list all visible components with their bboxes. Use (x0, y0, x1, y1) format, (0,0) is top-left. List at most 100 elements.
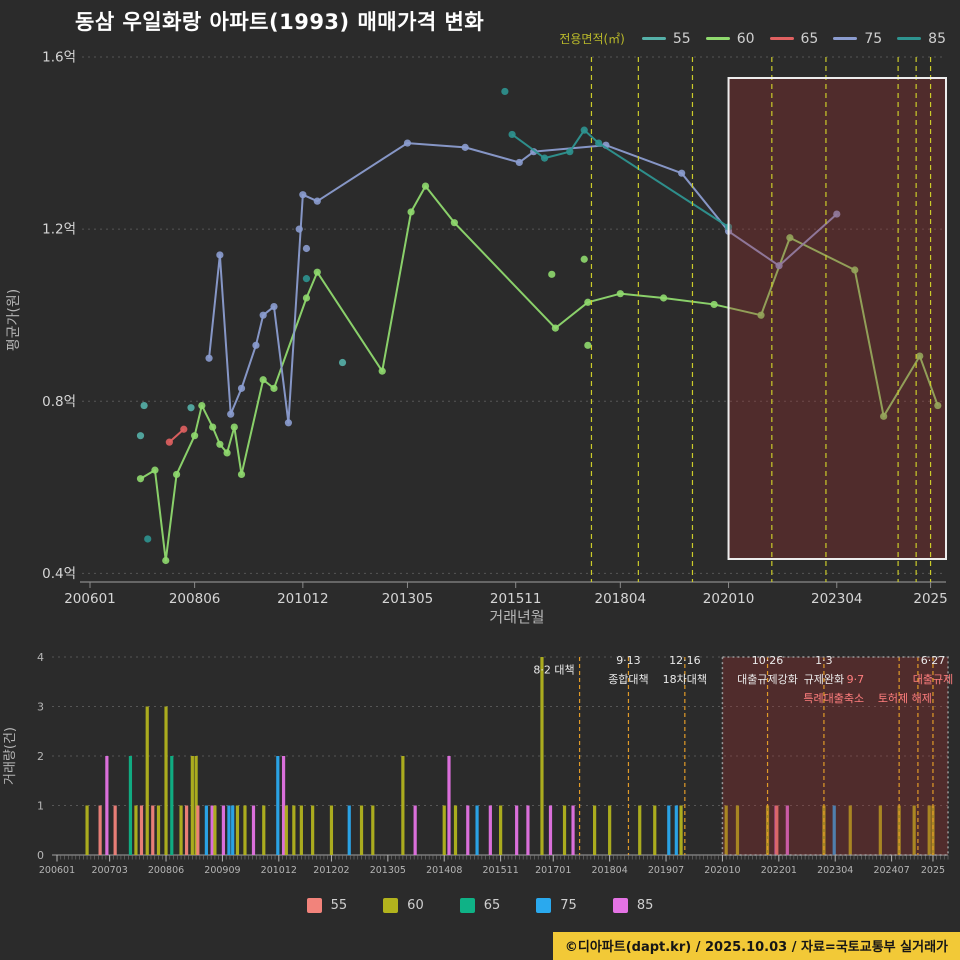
volume-bar-60[interactable] (608, 805, 612, 856)
volume-bar-60[interactable] (401, 756, 405, 855)
volume-bar-55[interactable] (775, 805, 779, 856)
volume-bar-60[interactable] (724, 805, 728, 856)
volume-bar-85[interactable] (548, 805, 553, 856)
volume-bar-60[interactable] (145, 706, 149, 856)
volume-bar-85[interactable] (488, 805, 492, 856)
volume-bar-60[interactable] (442, 805, 446, 856)
legend-square-swatch (536, 898, 552, 913)
price-line-chart[interactable]: 0.4억 0.8억 1.2억 1.6억 200601 200806 201012 201305… (0, 0, 960, 640)
volume-bar-60[interactable] (299, 805, 303, 856)
series-60[interactable] (136, 182, 942, 565)
volume-bar-85[interactable] (210, 805, 214, 856)
volume-bar-85[interactable] (515, 805, 519, 856)
data-point-75 (515, 158, 523, 167)
series-65[interactable] (165, 425, 188, 446)
volume-bar-75[interactable] (204, 805, 208, 856)
volume-bar-75[interactable] (832, 805, 836, 856)
data-point-75 (216, 251, 224, 259)
volume-bar-60[interactable] (638, 805, 642, 856)
volume-legend-item-85[interactable]: 85 (612, 898, 653, 913)
volume-bar-60[interactable] (329, 805, 334, 856)
volume-bar-60[interactable] (179, 805, 183, 856)
volume-bar-60[interactable] (164, 706, 168, 856)
area-legend-item-55[interactable]: 55 (641, 30, 691, 47)
volume-bar-85[interactable] (105, 756, 109, 855)
volume-bar-60[interactable] (593, 805, 597, 856)
volume-legend-item-75[interactable]: 75 (536, 898, 577, 913)
volume-bar-60[interactable] (653, 805, 657, 856)
volume-bar-60[interactable] (927, 805, 931, 856)
data-point-60 (302, 294, 311, 302)
volume-bar-60[interactable] (194, 756, 198, 855)
volume-bar-60[interactable] (243, 805, 247, 856)
volume-bar-85[interactable] (447, 756, 451, 855)
volume-bar-60[interactable] (765, 805, 770, 856)
volume-bar-60[interactable] (262, 805, 266, 856)
volume-bar-60[interactable] (499, 805, 503, 856)
x-tick-label: 201907 (648, 865, 684, 876)
volume-bar-55[interactable] (98, 805, 102, 856)
series-75[interactable] (205, 139, 841, 427)
volume-bar-60[interactable] (848, 805, 852, 856)
volume-bar-60[interactable] (292, 805, 296, 856)
volume-bar-60[interactable] (822, 805, 826, 856)
volume-bar-85[interactable] (221, 805, 226, 856)
volume-bar-55[interactable] (113, 805, 117, 856)
data-point-75 (313, 197, 321, 205)
volume-bar-75[interactable] (231, 805, 235, 856)
volume-bar-60[interactable] (878, 805, 882, 856)
volume-bar-chart[interactable]: 0 1 2 3 4 200601 200703 200806 200909 201012 20120… (0, 640, 960, 890)
volume-bar-75[interactable] (475, 805, 479, 856)
volume-bar-60[interactable] (912, 805, 916, 856)
legend-label: 65 (483, 898, 501, 913)
volume-bar-60[interactable] (311, 805, 315, 856)
volume-bar-75[interactable] (276, 756, 280, 855)
volume-bar-60[interactable] (897, 805, 901, 856)
volume-bar-60[interactable] (134, 805, 138, 856)
volume-bar-55[interactable] (151, 805, 155, 856)
volume-bar-65[interactable] (170, 756, 174, 855)
volume-bar-60[interactable] (735, 805, 740, 856)
area-legend-item-85[interactable]: 85 (897, 31, 946, 47)
volume-bar-60[interactable] (359, 805, 364, 856)
volume-bar-75[interactable] (674, 805, 678, 856)
volume-bar-85[interactable] (281, 756, 286, 855)
volume-bar-85[interactable] (526, 805, 530, 856)
volume-bar-60[interactable] (562, 805, 567, 856)
volume-bar-85[interactable] (413, 805, 417, 856)
volume-bar-60[interactable] (235, 805, 240, 856)
series-85[interactable] (144, 87, 733, 543)
volume-bar-60[interactable] (284, 805, 288, 856)
volume-bar-60[interactable] (931, 805, 935, 856)
y-tick-label: 0.4억 (42, 566, 76, 582)
volume-bar-85[interactable] (785, 805, 789, 856)
area-legend: 전용면적(㎡) 55 60 65 75 85 (559, 30, 946, 47)
volume-legend-item-65[interactable]: 65 (459, 898, 501, 913)
volume-bar-75[interactable] (667, 805, 671, 856)
volume-bar-60[interactable] (371, 805, 375, 856)
legend-label: 55 (672, 30, 691, 47)
volume-bar-60[interactable] (156, 805, 161, 856)
volume-bar-65[interactable] (128, 756, 133, 855)
volume-bar-85[interactable] (251, 805, 256, 856)
volume-bar-60[interactable] (190, 756, 194, 855)
volume-bar-60[interactable] (213, 805, 217, 856)
volume-bar-75[interactable] (347, 805, 351, 856)
series-55[interactable] (136, 358, 347, 440)
volume-legend-item-60[interactable]: 60 (383, 898, 424, 913)
x-tick-label: 202304 (811, 591, 863, 607)
volume-bar-85[interactable] (466, 805, 470, 856)
volume-bar-85[interactable] (571, 805, 575, 856)
area-legend-item-65[interactable]: 65 (769, 31, 818, 47)
volume-bar-60[interactable] (679, 805, 683, 856)
volume-bar-60[interactable] (453, 805, 458, 856)
volume-bar-60[interactable] (540, 657, 544, 855)
volume-bar-55[interactable] (184, 805, 189, 856)
volume-bar-55[interactable] (139, 805, 144, 856)
volume-bar-75[interactable] (227, 805, 231, 856)
volume-bar-60[interactable] (85, 805, 89, 856)
area-legend-item-60[interactable]: 60 (705, 31, 755, 47)
area-legend-item-75[interactable]: 75 (833, 31, 882, 47)
volume-bar-55[interactable] (196, 805, 200, 856)
volume-legend-item-55[interactable]: 55 (306, 898, 347, 913)
